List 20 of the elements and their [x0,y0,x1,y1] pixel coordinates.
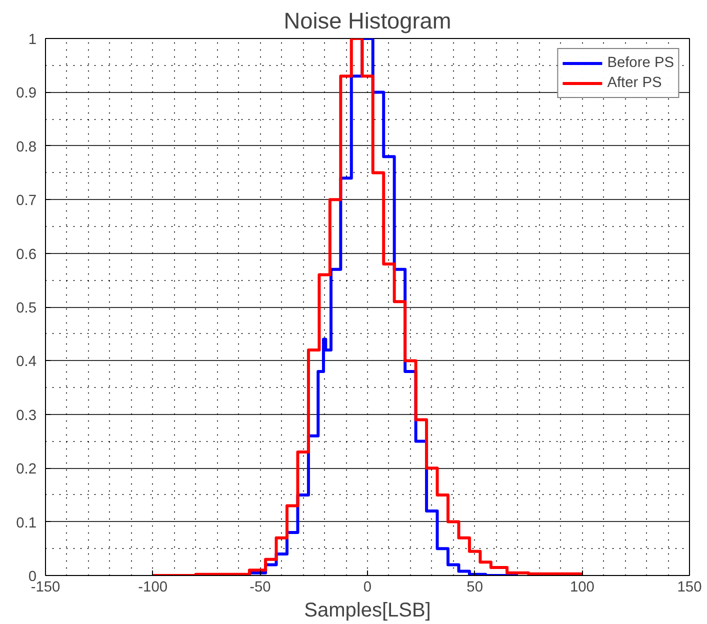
x-tick-label: 50 [466,580,483,596]
y-tick-label: 0.2 [16,462,36,478]
x-tick-label: -50 [250,580,271,596]
y-tick-label: 0.3 [16,408,36,424]
y-tick-label: 0.1 [16,515,36,532]
y-tick-label: 0.5 [16,300,36,316]
legend-label: After PS [607,75,662,91]
y-tick-label: 0.7 [16,193,36,210]
y-tick-label: 0.4 [16,354,36,370]
legend-label: Before PS [607,55,674,71]
x-tick-label: -100 [138,580,168,596]
y-tick-label: 0.8 [16,139,36,156]
x-tick-label: 150 [677,580,702,596]
y-tick-label: 0.6 [16,246,36,263]
y-tick-label: 1 [28,32,37,48]
x-axis-title: Samples[LSB] [304,600,431,622]
chart-title: Noise Histogram [284,8,452,34]
x-tick-label: 100 [570,580,594,596]
x-tick-label: 0 [363,580,372,596]
y-tick-label: 0.9 [16,86,36,102]
